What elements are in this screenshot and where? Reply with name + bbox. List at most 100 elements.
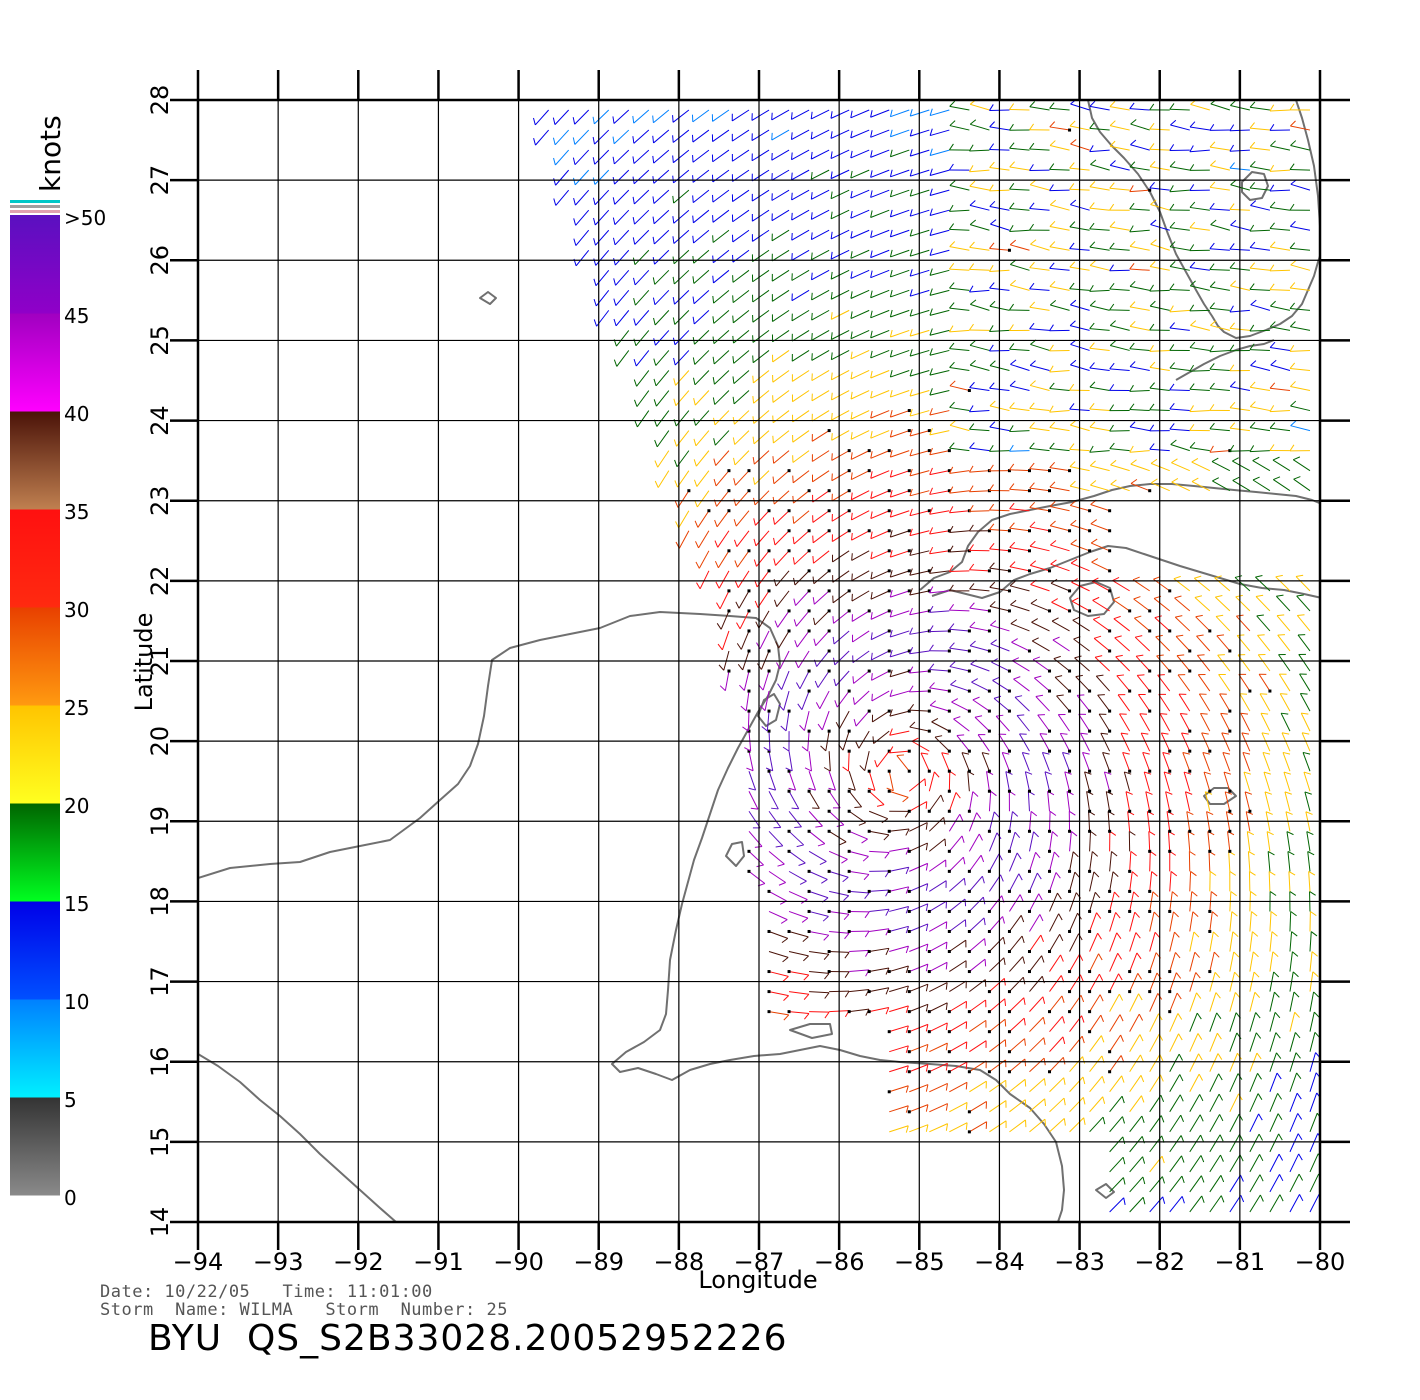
wind-vector — [1215, 616, 1231, 632]
wind-vector-barb — [1159, 1054, 1164, 1062]
wind-vector-barb — [1069, 120, 1076, 127]
wind-vector-barb — [851, 553, 853, 561]
wind-vector — [988, 874, 1001, 892]
wind-vector-origin — [967, 649, 971, 653]
wind-vector-barb — [1002, 937, 1006, 945]
wind-vector-origin — [927, 689, 931, 693]
wind-vector — [771, 189, 790, 201]
wind-vector-barb — [1310, 931, 1318, 937]
wind-vector — [719, 590, 730, 610]
wind-vector — [692, 149, 710, 163]
wind-vector-barb — [1249, 870, 1256, 876]
wind-vector — [694, 330, 710, 345]
wind-vector — [1252, 460, 1271, 472]
wind-vector-barb — [1061, 995, 1065, 1003]
wind-vector — [890, 590, 910, 598]
wind-vector-barb — [718, 664, 725, 671]
wind-vector — [1249, 951, 1254, 972]
wind-vector-barb — [864, 930, 870, 938]
wind-vector-origin — [927, 1010, 931, 1014]
wind-vector-barb — [830, 111, 833, 119]
wind-vector-origin — [1168, 909, 1172, 913]
wind-vector — [989, 1018, 1006, 1033]
wind-vector-origin — [827, 569, 831, 573]
wind-vector-origin — [907, 749, 911, 753]
wind-vector-barb — [1089, 460, 1096, 467]
wind-vector-barb — [712, 417, 716, 425]
wind-vector — [889, 690, 910, 698]
wind-vector — [830, 189, 850, 200]
wind-vector-barb — [1201, 1195, 1205, 1203]
wind-vector — [1069, 953, 1080, 972]
wind-vector-origin — [967, 389, 971, 393]
wind-vector-barb — [732, 376, 735, 384]
wind-vector-origin — [1188, 649, 1192, 653]
wind-vector-barb — [1009, 303, 1015, 311]
wind-vector-barb — [696, 582, 701, 590]
wind-vector — [1189, 347, 1210, 351]
wind-vector — [1229, 1093, 1240, 1113]
wind-vector — [1109, 953, 1119, 972]
wind-vector — [1050, 544, 1070, 552]
wind-vector-origin — [807, 529, 811, 533]
wind-vector — [968, 812, 978, 832]
wind-vector — [1249, 1032, 1257, 1052]
wind-vector — [808, 910, 829, 917]
wind-vector — [949, 530, 970, 533]
wind-vector-barb — [905, 906, 910, 914]
wind-vector-barb — [1189, 244, 1195, 251]
wind-vector-origin — [787, 529, 791, 533]
wind-vector-barb — [986, 770, 994, 775]
wind-vector — [810, 109, 830, 120]
wind-vector — [1123, 771, 1131, 792]
wind-vector-origin — [1108, 769, 1112, 773]
wind-vector — [1289, 1072, 1298, 1092]
wind-vector-origin — [1088, 809, 1092, 813]
wind-vector — [692, 129, 710, 143]
wind-vector — [1269, 1012, 1276, 1032]
wind-vector — [751, 149, 770, 162]
wind-vector — [1112, 599, 1130, 612]
wind-vector-barb — [1109, 264, 1114, 272]
wind-vector — [870, 129, 890, 138]
wind-vector — [1069, 892, 1077, 912]
wind-vector — [1089, 994, 1101, 1012]
wind-vector-barb — [1055, 872, 1061, 879]
wind-vector — [1130, 144, 1150, 151]
wind-vector-origin — [1027, 489, 1031, 493]
wind-vector-origin — [887, 449, 891, 453]
wind-vector — [850, 430, 870, 440]
wind-vector — [1029, 487, 1050, 492]
wind-vector-origin — [787, 469, 791, 473]
wind-vector — [696, 490, 710, 508]
wind-vector — [1089, 1035, 1102, 1052]
wind-vector — [889, 945, 909, 952]
wind-vector — [1011, 641, 1030, 652]
wind-vector-origin — [1007, 749, 1011, 753]
wind-vector-barb — [717, 643, 723, 651]
wind-vector-barb — [573, 238, 577, 246]
wind-vector-barb — [1307, 851, 1315, 856]
wind-vector — [890, 610, 910, 618]
wind-vector — [849, 969, 870, 973]
wind-vector-origin — [887, 1030, 891, 1034]
wind-vector — [1249, 288, 1270, 291]
wind-vector-barb — [989, 523, 995, 530]
wind-vector-barb — [752, 355, 754, 363]
wind-vector-barb — [909, 229, 913, 237]
wind-vector — [1249, 187, 1270, 191]
wind-vector — [909, 883, 928, 892]
wind-vector-barb — [1150, 458, 1158, 464]
wind-vector — [653, 209, 670, 225]
wind-vector-barb — [905, 945, 909, 954]
wind-vector-barb — [1089, 381, 1096, 388]
wind-vector-barb — [928, 625, 934, 632]
wind-vector-origin — [1068, 749, 1072, 753]
wind-vector — [673, 209, 690, 224]
wind-vector-barb — [1239, 1174, 1244, 1182]
wind-vector-origin — [827, 809, 831, 813]
wind-vector-barb — [572, 157, 576, 165]
wind-vector-barb — [989, 601, 996, 607]
wind-vector-origin — [867, 789, 871, 793]
wind-vector-origin — [787, 970, 791, 974]
